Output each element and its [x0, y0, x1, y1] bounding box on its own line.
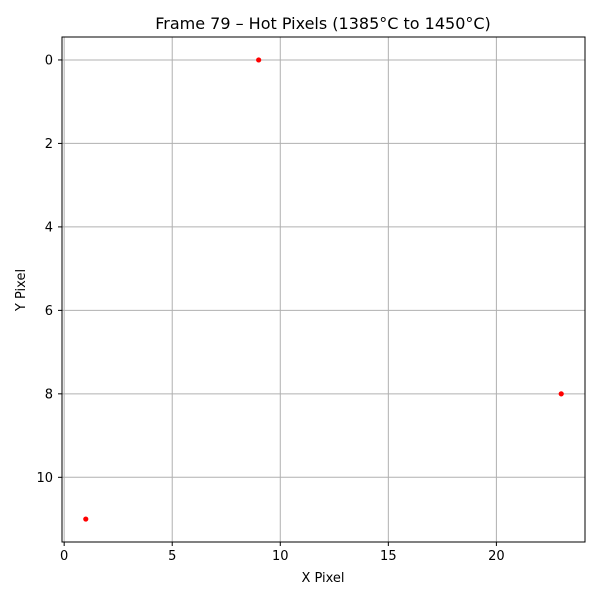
data-point	[83, 516, 89, 522]
x-tick-label: 0	[60, 549, 68, 564]
y-tick-label: 4	[45, 220, 53, 235]
grid-lines	[62, 37, 585, 542]
y-tick-label: 8	[45, 387, 53, 402]
data-points	[83, 57, 564, 522]
y-tick-label: 6	[45, 304, 53, 319]
y-axis-ticks: 0 2 4 6 8 10	[36, 53, 62, 486]
y-tick-label: 10	[36, 471, 53, 486]
x-tick-label: 10	[272, 549, 289, 564]
data-point	[558, 391, 564, 397]
chart-title: Frame 79 – Hot Pixels (1385°C to 1450°C)	[155, 14, 491, 33]
x-axis-ticks: 0 5 10 15 20	[60, 542, 505, 564]
plot-area-frame	[61, 36, 586, 543]
y-tick-label: 2	[45, 137, 53, 152]
x-axis-title: X Pixel	[301, 571, 344, 586]
x-tick-label: 15	[380, 549, 397, 564]
data-point	[256, 57, 262, 63]
x-tick-label: 5	[168, 549, 176, 564]
y-tick-label: 0	[45, 53, 53, 68]
x-tick-label: 20	[488, 549, 505, 564]
y-axis-title: Y Pixel	[14, 269, 29, 312]
